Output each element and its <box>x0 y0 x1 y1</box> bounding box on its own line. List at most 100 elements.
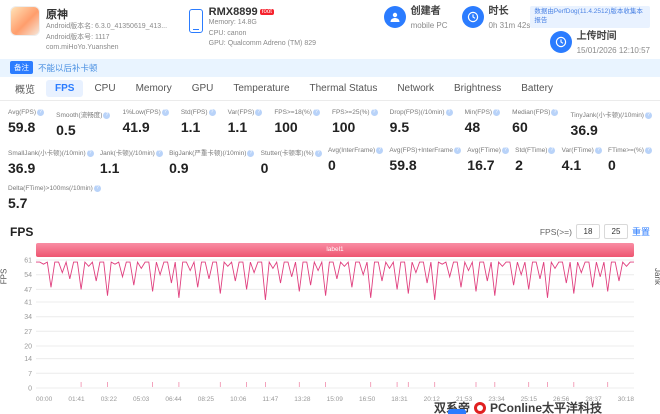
svg-text:7: 7 <box>28 370 32 377</box>
creator-value: mobile PC <box>410 21 448 30</box>
fps-threshold-input-1[interactable] <box>575 224 600 240</box>
tab-cpu[interactable]: CPU <box>85 80 124 97</box>
tab-thermal-status[interactable]: Thermal Status <box>301 80 387 97</box>
info-icon[interactable]: ? <box>644 111 652 119</box>
info-icon[interactable]: ? <box>548 146 556 154</box>
stat-value: 100 <box>274 118 298 135</box>
info-icon[interactable]: ? <box>493 108 501 116</box>
tab-brightness[interactable]: Brightness <box>445 80 510 97</box>
info-icon[interactable]: ? <box>86 149 94 157</box>
svg-text:20: 20 <box>24 343 32 350</box>
app-info: 原神 Android版本名: 6.3.0_41350619_413... And… <box>46 6 183 54</box>
info-icon[interactable]: ? <box>501 146 509 154</box>
stat-cell: Std(FTime)? 2 <box>515 146 556 176</box>
x-tick-label: 23:34 <box>488 395 505 403</box>
report-header: 原神 Android版本名: 6.3.0_41350619_413... And… <box>0 0 660 59</box>
fps-line <box>36 259 634 300</box>
fps-threshold-input-2[interactable] <box>603 224 628 240</box>
svg-text:34: 34 <box>24 314 32 321</box>
x-tick-label: 16:50 <box>358 395 376 403</box>
info-icon[interactable]: ? <box>314 149 322 157</box>
tab-network[interactable]: Network <box>388 80 443 97</box>
device-badge: root <box>259 9 274 15</box>
info-icon[interactable]: ? <box>312 108 320 116</box>
chart-section-title: FPS <box>10 224 34 239</box>
stat-label: BigJank(严重卡顿)(/10min)? <box>169 147 255 157</box>
stats-row-2: SmallJank(小卡顿)(/10min)? 36.9 Jank(卡顿)(/10m… <box>0 146 660 176</box>
info-icon[interactable]: ? <box>93 184 101 192</box>
tab-fps[interactable]: FPS <box>46 79 84 97</box>
game-app-icon <box>10 6 40 36</box>
x-tick-label: 10:06 <box>230 395 247 403</box>
notice-text: 不能以后补卡顿 <box>38 62 98 73</box>
info-icon[interactable]: ? <box>445 108 453 116</box>
creator-block: 创建者 mobile PC <box>383 6 448 30</box>
duration-label: 时长 <box>488 6 509 17</box>
stat-value: 100 <box>331 118 356 135</box>
stat-value: 60 <box>512 118 528 135</box>
phone-icon <box>188 9 203 33</box>
x-tick-label: 18:31 <box>391 395 408 403</box>
clock-icon <box>461 6 484 28</box>
info-icon[interactable]: ? <box>644 146 652 154</box>
device-model: RMX8899 root <box>209 6 316 18</box>
x-tick-label: 06:44 <box>165 395 182 403</box>
x-tick-label: 26:56 <box>553 395 570 403</box>
info-icon[interactable]: ? <box>37 108 45 116</box>
x-tick-label: 13:28 <box>294 395 311 403</box>
stat-label: SmallJank(小卡顿)(/10min)? <box>8 147 94 157</box>
stat-cell: FTime>=(%)? 0 <box>608 146 652 176</box>
chart-label-band: label1 <box>36 242 634 257</box>
tab-temperature[interactable]: Temperature <box>224 80 298 97</box>
stat-value: 5.7 <box>8 194 28 211</box>
info-icon[interactable]: ? <box>594 146 602 154</box>
app-version-code: Android版本号: 1117 <box>46 33 110 41</box>
info-icon[interactable]: ? <box>376 146 384 154</box>
stat-value: 36.9 <box>8 159 36 176</box>
info-icon[interactable]: ? <box>161 108 169 116</box>
stats-panel: Avg(FPS)? 59.8 Smooth(流畅度)? 0.5 1%Low(FPS)? 4… <box>0 101 660 222</box>
info-icon[interactable]: ? <box>255 108 263 116</box>
x-tick-label: 11:47 <box>262 395 279 403</box>
stat-label: Jank(卡顿)(/10min)? <box>100 147 163 157</box>
x-tick-label: 30:18 <box>617 395 634 403</box>
stat-label: Avg(FTime)? <box>467 146 509 154</box>
device-info: RMX8899 root Memory: 14.8G CPU: canon GPU… <box>188 6 370 50</box>
stat-cell: Min(FPS)? 48 <box>465 108 501 138</box>
floating-widget[interactable] <box>448 409 466 414</box>
tab-gpu[interactable]: GPU <box>183 80 223 97</box>
stat-value: 0.9 <box>169 159 189 176</box>
svg-text:27: 27 <box>24 328 32 335</box>
stat-label: Std(FPS)? <box>181 108 216 116</box>
stat-cell: FPS>=25(%)? 100 <box>331 108 378 138</box>
x-tick-label: 28:37 <box>585 395 602 403</box>
stat-value: 1.1 <box>180 118 201 135</box>
app-package: com.miHoYo.Yuanshen <box>46 44 119 51</box>
device-model-text: RMX8899 <box>208 6 258 18</box>
stat-label: Var(FTime)? <box>562 146 602 154</box>
x-tick-label: 20:12 <box>423 395 440 403</box>
stat-label: Avg(FPS)+InterFrame? <box>389 146 462 154</box>
tab-概览[interactable]: 概览 <box>6 78 44 99</box>
info-icon[interactable]: ? <box>454 146 462 154</box>
info-icon[interactable]: ? <box>103 111 111 119</box>
device-gpu: GPU: Qualcomm Adreno (TM) 829 <box>208 40 317 47</box>
stat-label: Avg(InterFrame)? <box>328 146 384 154</box>
info-icon[interactable]: ? <box>247 149 255 157</box>
reset-button[interactable]: 重置 <box>631 227 650 238</box>
tab-memory[interactable]: Memory <box>127 80 181 97</box>
info-icon[interactable]: ? <box>370 108 378 116</box>
stat-cell: Avg(InterFrame)? 0 <box>328 146 384 176</box>
tab-battery[interactable]: Battery <box>512 80 562 97</box>
stat-value: 0 <box>260 159 269 176</box>
stat-value: 1.1 <box>227 118 248 135</box>
fps-line-chart: 61 54 47 41 34 27 20 14 7 0 <box>24 257 634 392</box>
stat-cell: FPS>=18(%)? 100 <box>274 108 320 138</box>
info-icon[interactable]: ? <box>208 108 216 116</box>
stat-cell: Smooth(流畅度)? 0.5 <box>56 109 111 138</box>
chart-band-label: label1 <box>326 246 344 254</box>
stat-label: TinyJank(小卡顿)(/10min)? <box>571 109 652 119</box>
info-icon[interactable]: ? <box>551 108 559 116</box>
info-icon[interactable]: ? <box>155 149 163 157</box>
stat-label: Avg(FPS)? <box>8 108 45 116</box>
